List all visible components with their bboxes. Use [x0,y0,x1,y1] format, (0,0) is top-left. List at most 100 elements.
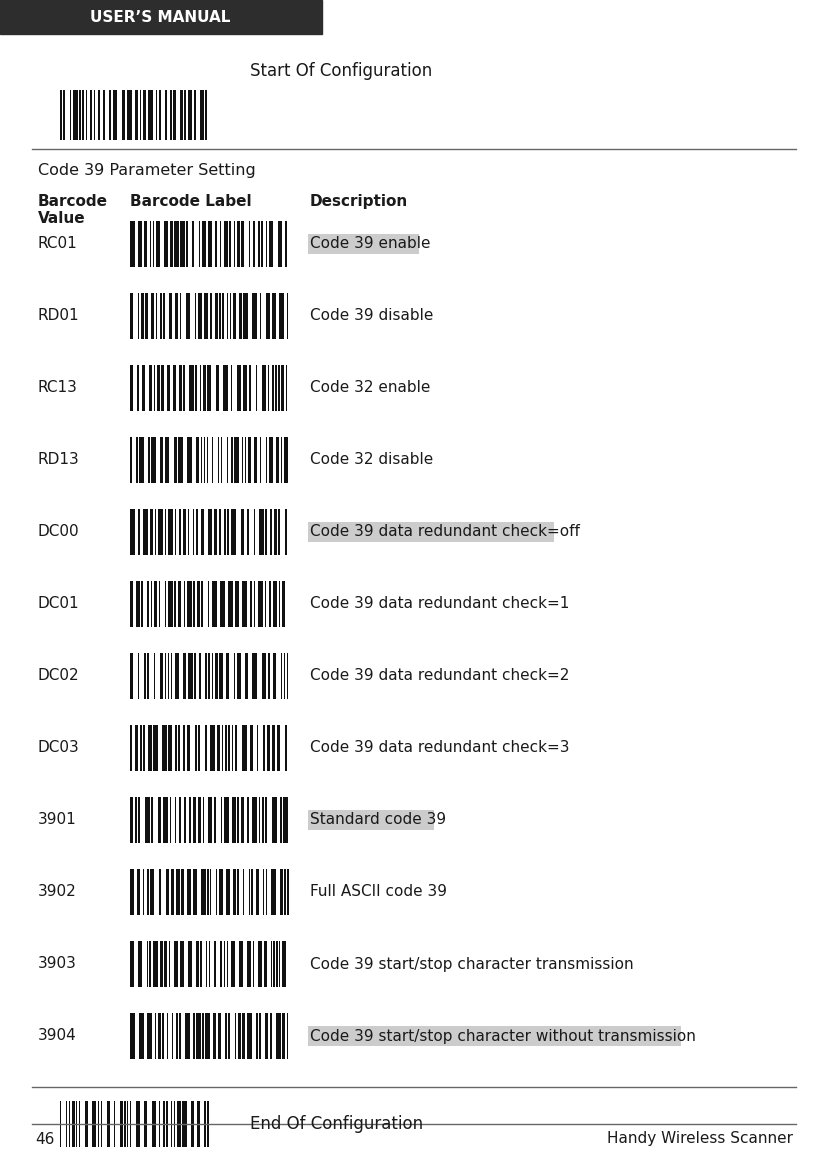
Bar [155,222,160,267]
Bar [143,725,145,771]
Bar [65,1101,67,1147]
Bar [261,797,263,844]
Bar [169,293,172,339]
Bar [175,653,179,699]
Text: Code 39 Parameter Setting: Code 39 Parameter Setting [38,163,256,178]
Bar [208,653,210,699]
Bar [228,580,232,627]
Bar [179,365,182,411]
Bar [242,869,244,915]
Bar [150,222,151,267]
Bar [69,1101,70,1147]
Bar [174,797,176,844]
Bar [261,222,262,267]
Bar [239,941,243,987]
Text: 3901: 3901 [38,812,77,827]
Bar [204,1101,205,1147]
Bar [189,797,191,844]
Bar [200,941,202,987]
Bar [210,869,211,915]
Bar [265,293,270,339]
Bar [258,941,262,987]
Bar [287,869,289,915]
Bar [198,293,203,339]
Bar [136,437,137,484]
Bar [237,365,241,411]
Bar [276,1013,280,1059]
Bar [214,941,215,987]
Bar [214,797,216,844]
Bar [229,293,231,339]
FancyBboxPatch shape [308,1026,681,1046]
Bar [63,90,65,140]
Bar [208,509,213,555]
Bar [219,653,222,699]
Bar [130,509,135,555]
Bar [138,941,142,987]
Bar [72,1101,74,1147]
Bar [246,509,248,555]
Bar [271,797,276,844]
Bar [165,437,169,484]
Bar [143,90,146,140]
Bar [287,293,288,339]
Bar [179,90,183,140]
Bar [270,509,271,555]
Bar [214,293,218,339]
Bar [151,437,155,484]
Bar [219,293,220,339]
Bar [237,653,241,699]
Bar [256,365,257,411]
Bar [232,869,236,915]
Bar [157,1013,160,1059]
Bar [219,509,221,555]
Bar [160,941,163,987]
Bar [198,222,200,267]
Bar [170,1101,172,1147]
Bar [196,509,198,555]
Bar [130,941,134,987]
Bar [145,293,148,339]
Bar [107,1101,109,1147]
Bar [147,580,149,627]
Bar [265,222,267,267]
Bar [79,1101,80,1147]
Bar [260,437,261,484]
Bar [210,725,215,771]
Bar [141,365,145,411]
Bar [232,725,233,771]
Bar [231,365,232,411]
Text: RD01: RD01 [38,308,79,323]
Bar [227,509,229,555]
Text: Code 32 disable: Code 32 disable [309,452,433,467]
Bar [180,222,184,267]
Text: Code 39 disable: Code 39 disable [309,308,433,323]
Text: Code 39 start/stop character transmission: Code 39 start/stop character transmissio… [309,957,633,972]
Bar [251,797,256,844]
Text: 3903: 3903 [38,957,77,972]
Bar [265,509,266,555]
Bar [92,1101,96,1147]
Bar [278,222,282,267]
Bar [163,1101,165,1147]
Bar [242,1013,245,1059]
Bar [187,437,192,484]
Bar [243,293,247,339]
Bar [242,365,246,411]
Bar [144,222,146,267]
Bar [137,365,139,411]
Bar [232,293,236,339]
Bar [233,222,235,267]
Bar [267,365,269,411]
Bar [158,580,160,627]
Text: DC01: DC01 [38,597,79,612]
Bar [163,797,168,844]
Bar [208,797,213,844]
Bar [284,653,285,699]
Bar [223,941,225,987]
Bar [147,869,148,915]
Bar [276,941,277,987]
FancyBboxPatch shape [308,810,433,830]
Bar [275,365,276,411]
Bar [183,653,186,699]
